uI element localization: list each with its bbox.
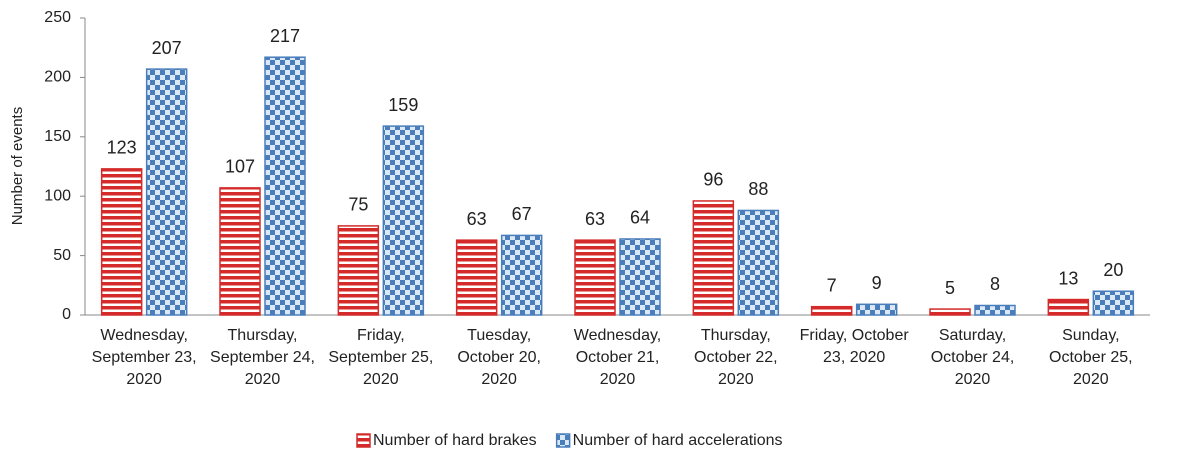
y-tick-label: 50 (53, 247, 71, 264)
y-tick-label: 200 (44, 69, 71, 86)
bar (219, 187, 261, 316)
legend-label: Number of hard brakes (373, 432, 537, 449)
x-tick-label: Saturday, October 24, 2020 (930, 327, 1015, 388)
x-tick-label: Wednesday, October 21, 2020 (573, 327, 662, 388)
bar (619, 238, 661, 316)
bar (855, 303, 898, 316)
x-tick-label: Friday, October 23, 2020 (799, 327, 909, 366)
y-tick-label: 250 (44, 9, 71, 26)
data-label: 5 (945, 278, 955, 298)
data-label: 7 (827, 275, 837, 295)
data-label: 75 (348, 195, 368, 215)
legend-swatch (356, 433, 371, 448)
y-tick-label: 100 (44, 187, 71, 204)
y-tick-label: 150 (44, 128, 71, 145)
bar (810, 305, 853, 316)
y-axis-label: Number of events (9, 107, 26, 225)
bar (737, 209, 780, 316)
bar (692, 200, 735, 316)
x-tick-label: Thursday, October 22, 2020 (694, 327, 778, 388)
bar (382, 125, 425, 316)
data-label: 13 (1058, 268, 1078, 288)
data-label: 64 (630, 208, 650, 228)
data-label: 123 (107, 138, 137, 158)
data-label: 107 (225, 157, 255, 177)
data-label: 159 (388, 95, 418, 115)
x-tick-label: Wednesday, September 23, 2020 (91, 327, 197, 388)
x-tick-label: Tuesday, October 20, 2020 (457, 327, 541, 388)
data-label: 217 (270, 26, 300, 46)
bar (337, 225, 380, 316)
x-tick-label: Friday, September 25, 2020 (328, 327, 434, 388)
bar (100, 168, 143, 316)
data-label: 63 (585, 209, 605, 229)
data-label: 88 (748, 179, 768, 199)
bar (929, 308, 971, 316)
data-label: 8 (990, 274, 1000, 294)
y-tick-label: 0 (62, 306, 71, 323)
bar (455, 239, 498, 316)
bar (145, 68, 188, 316)
bar (500, 234, 543, 316)
data-label: 96 (703, 170, 723, 190)
x-tick-label: Thursday, September 24, 2020 (210, 327, 315, 388)
bar (264, 56, 306, 316)
data-label: 63 (467, 209, 487, 229)
bar (974, 304, 1016, 316)
data-label: 9 (872, 273, 882, 293)
x-tick-label: Sunday, October 25, 2020 (1049, 327, 1133, 388)
bar (574, 239, 616, 316)
data-label: 207 (152, 38, 182, 58)
legend-label: Number of hard accelerations (573, 432, 783, 449)
legend-swatch (555, 433, 571, 448)
data-label: 67 (512, 204, 532, 224)
data-label: 20 (1103, 260, 1123, 280)
bar (1047, 298, 1090, 316)
bar (1092, 290, 1135, 316)
